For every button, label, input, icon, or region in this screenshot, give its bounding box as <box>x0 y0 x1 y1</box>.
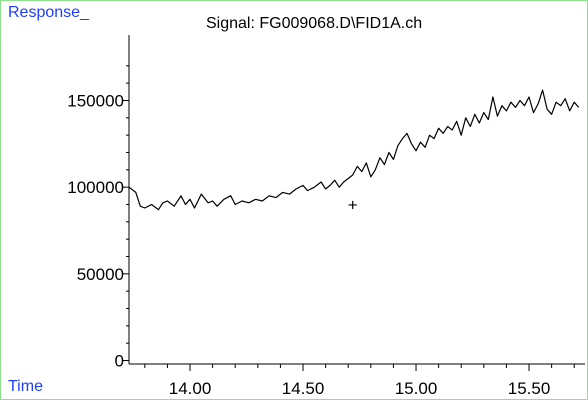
axes <box>128 35 585 365</box>
y-tick-label: 100000 <box>67 178 124 197</box>
chart-title: Signal: FG009068.D\FID1A.ch <box>206 15 423 32</box>
x-tick-label: 14.00 <box>169 379 212 398</box>
axis-ticks: 0 50000 100000 150000 14.00 14.50 15.00 15.50 <box>67 65 575 398</box>
x-tick-label: 15.00 <box>395 379 438 398</box>
signal-line <box>128 89 580 211</box>
x-tick-label: 14.50 <box>282 379 325 398</box>
y-tick-label: 150000 <box>67 91 124 110</box>
y-tick-label: 50000 <box>77 265 124 284</box>
marker-layer: + <box>348 196 358 215</box>
x-tick-label: 15.50 <box>508 379 551 398</box>
y-axis-label: Response_ <box>8 4 89 21</box>
y-tick-label: 0 <box>115 352 124 371</box>
x-axis-label: Time <box>8 378 43 395</box>
series-layer <box>128 89 580 211</box>
cursor-marker: + <box>348 196 358 215</box>
